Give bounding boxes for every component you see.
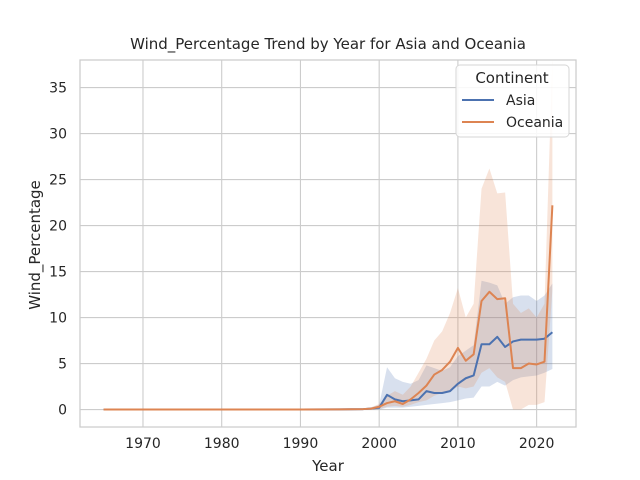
legend-asia-label: Asia: [506, 93, 535, 109]
y-tick-label: 5: [58, 357, 67, 373]
x-tick-label: 2020: [519, 436, 555, 452]
legend: Continent Asia Oceania: [455, 64, 570, 138]
oceania-series-line: [103, 205, 554, 411]
x-tick-label: 2000: [361, 436, 397, 452]
x-axis-title: Year: [311, 457, 345, 475]
x-tick-label: 2010: [440, 436, 476, 452]
x-tick-label: 1990: [283, 436, 319, 452]
legend-title: Continent: [475, 69, 548, 87]
y-tick-label: 35: [49, 81, 67, 97]
asia-confidence-band: [103, 280, 553, 410]
legend-oceania-label: Oceania: [506, 115, 563, 131]
y-axis-title: Wind_Percentage: [26, 180, 45, 310]
legend-box: [455, 64, 570, 138]
y-tick-label: 20: [49, 219, 67, 235]
plot-frame: [79, 59, 577, 428]
x-tick-label: 1970: [125, 436, 161, 452]
chart-title: Wind_Percentage Trend by Year for Asia a…: [130, 35, 526, 54]
y-tick-label: 30: [49, 127, 67, 143]
x-tick-label: 1980: [204, 436, 240, 452]
series-group: [103, 60, 554, 411]
y-tick-label: 25: [49, 173, 67, 189]
oceania-confidence-band: [103, 60, 553, 410]
y-tick-label: 15: [49, 265, 67, 281]
y-tick-label: 10: [49, 311, 67, 327]
y-tick-label: 0: [58, 403, 67, 419]
